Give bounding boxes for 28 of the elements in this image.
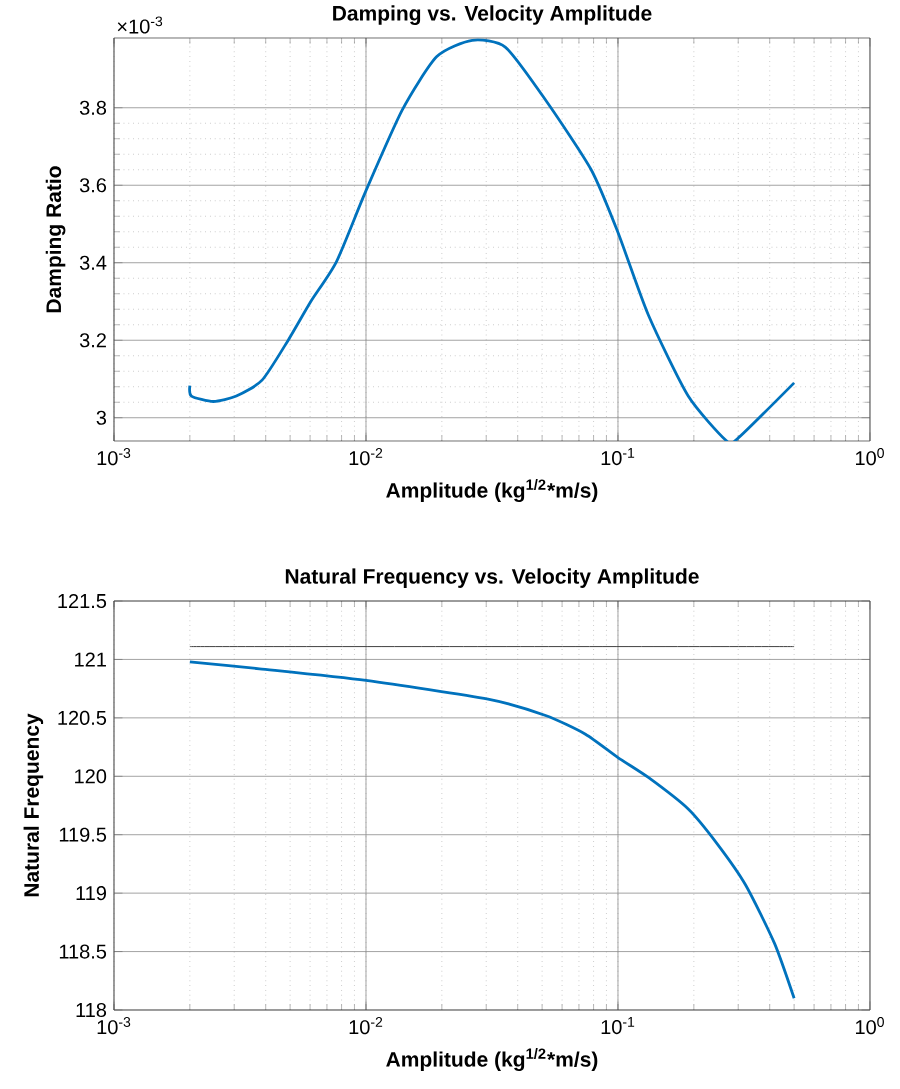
x-tick-label: 10$^{-3}$ (97, 448, 131, 466)
chart-title: Natural Frequency vs. Velocity Amplitude (285, 568, 699, 588)
y-tick-label: 3 (96, 410, 107, 425)
y-tick-label: 3.4 (79, 255, 107, 270)
y-tick-label: 3.2 (79, 333, 106, 348)
chart-title: Damping vs. Velocity Amplitude (333, 5, 652, 25)
y-tick-label: 119 (76, 886, 106, 901)
y-tick-label: 120.5 (58, 710, 107, 725)
x-tick-label: 10$^{-2}$ (349, 1017, 383, 1035)
y-axis-title: Damping Ratio (45, 166, 66, 313)
x-tick-label: 10$^{-1}$ (601, 1017, 635, 1035)
y-tick-label: 118.5 (59, 944, 107, 959)
y-tick-label: 121 (75, 652, 106, 667)
y-axis-title: Natural Frequency (23, 713, 44, 897)
y-tick-label: 118 (76, 1002, 107, 1018)
y-tick-label: 121.5 (58, 593, 107, 609)
x-axis-title: Amplitude (kg$^{1/2}$*m/s) (386, 479, 598, 503)
y-tick-label: 3.6 (79, 178, 107, 193)
y-tick-label: 3.8 (79, 100, 107, 115)
x-tick-label: 10$^{0}$ (856, 1017, 884, 1035)
text: ×10$^{-3}$ (117, 16, 163, 34)
y-tick-label: 119.5 (59, 827, 107, 842)
x-tick-label: 10$^{-2}$ (349, 448, 383, 466)
x-tick-label: 10$^{-1}$ (601, 448, 635, 466)
x-axis-title: Amplitude (kg$^{1/2}$*m/s) (386, 1048, 598, 1072)
y-tick-label: 120 (75, 769, 107, 784)
x-tick-label: 10$^{0}$ (856, 448, 884, 466)
x-tick-label: 10$^{-3}$ (97, 1017, 131, 1035)
